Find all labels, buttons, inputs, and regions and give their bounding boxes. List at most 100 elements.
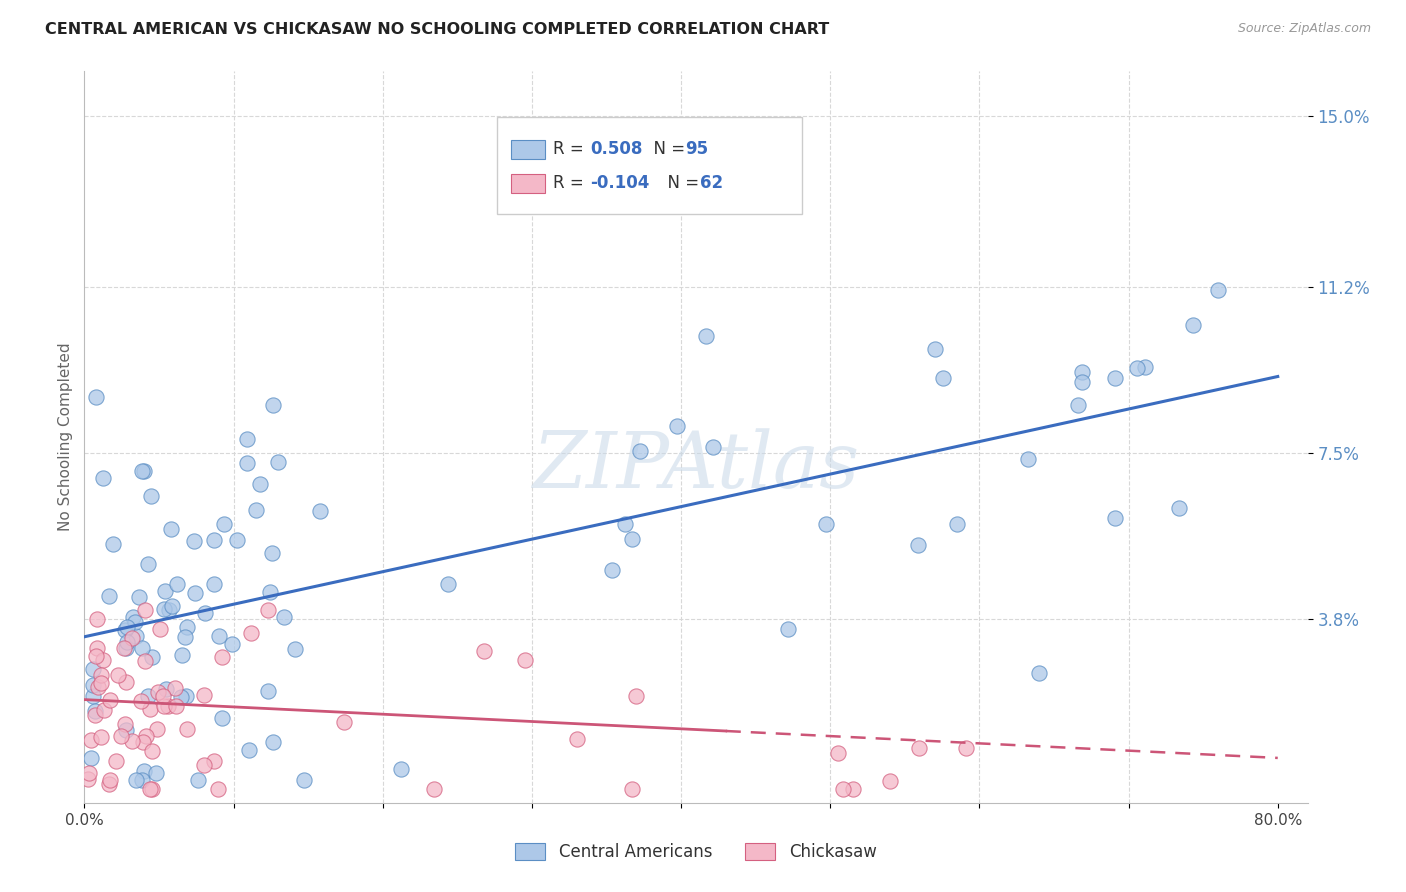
Point [115,635,138,649]
Point [256,683,278,698]
Point [257,603,280,617]
Point [90,667,112,681]
Point [879,773,901,788]
Text: N =: N = [644,140,690,159]
Point [665,419,688,434]
Point [208,629,231,643]
Point [91,471,114,485]
Point [107,668,129,682]
Text: Source: ZipAtlas.com: Source: ZipAtlas.com [1237,22,1371,36]
Point [225,533,247,547]
Point [121,631,143,645]
Point [202,755,225,769]
Point [907,537,929,551]
Point [160,599,183,613]
Point [98,772,121,787]
Point [124,629,146,643]
Point [515,653,537,667]
Point [624,689,647,703]
Point [84,391,107,405]
Text: N =: N = [658,174,704,193]
Point [695,329,717,343]
Text: 62: 62 [700,174,723,193]
Point [1028,665,1050,680]
Point [98,693,121,707]
Point [146,684,169,698]
Point [157,603,180,617]
Point [114,723,136,738]
Point [110,730,132,744]
Point [472,644,495,658]
Point [702,440,724,454]
Point [82,689,104,703]
Point [221,637,243,651]
Point [183,534,205,549]
Point [613,517,636,532]
Text: 0.508: 0.508 [591,140,643,159]
Point [141,649,163,664]
Point [184,586,207,600]
Point [389,762,412,776]
Point [1017,452,1039,467]
Point [84,708,107,723]
Point [97,776,120,790]
Point [153,602,176,616]
Point [211,710,233,724]
Point [207,782,229,797]
Point [86,612,108,626]
Point [1070,365,1092,379]
Point [174,630,197,644]
Point [170,648,193,662]
Point [155,584,177,599]
Point [136,558,159,572]
Point [1067,399,1090,413]
Point [266,455,288,469]
Point [567,732,589,747]
Point [122,610,145,624]
Point [157,698,180,713]
Point [82,662,104,676]
Point [1104,511,1126,525]
Text: ZIPAtlas: ZIPAtlas [533,428,859,505]
Point [333,715,356,730]
Point [77,772,100,787]
Point [125,773,148,788]
Point [134,464,156,478]
Point [79,750,101,764]
Point [166,577,188,591]
Point [955,740,977,755]
Point [932,370,955,384]
Text: 95: 95 [686,140,709,159]
Point [423,782,446,797]
Point [86,648,108,663]
Point [83,704,105,718]
Point [815,516,838,531]
Y-axis label: No Schooling Completed: No Schooling Completed [58,343,73,532]
Point [90,731,112,745]
Point [193,757,215,772]
Point [79,766,101,780]
Point [908,741,931,756]
Legend: Central Americans, Chickasaw: Central Americans, Chickasaw [509,836,883,868]
Point [1126,361,1149,376]
Point [284,641,307,656]
Point [165,681,187,695]
Point [262,398,284,412]
Point [131,464,153,478]
Point [628,444,651,458]
Point [1070,375,1092,389]
Point [138,782,160,797]
Point [214,517,236,532]
Point [238,743,260,757]
Point [273,610,295,624]
Point [211,649,233,664]
Point [141,743,163,757]
Point [86,640,108,655]
Point [114,717,136,731]
Point [262,735,284,749]
Point [620,533,643,547]
Point [827,747,849,761]
Point [152,689,174,703]
Point [924,342,946,356]
Text: CENTRAL AMERICAN VS CHICKASAW NO SCHOOLING COMPLETED CORRELATION CHART: CENTRAL AMERICAN VS CHICKASAW NO SCHOOLI… [45,22,830,37]
